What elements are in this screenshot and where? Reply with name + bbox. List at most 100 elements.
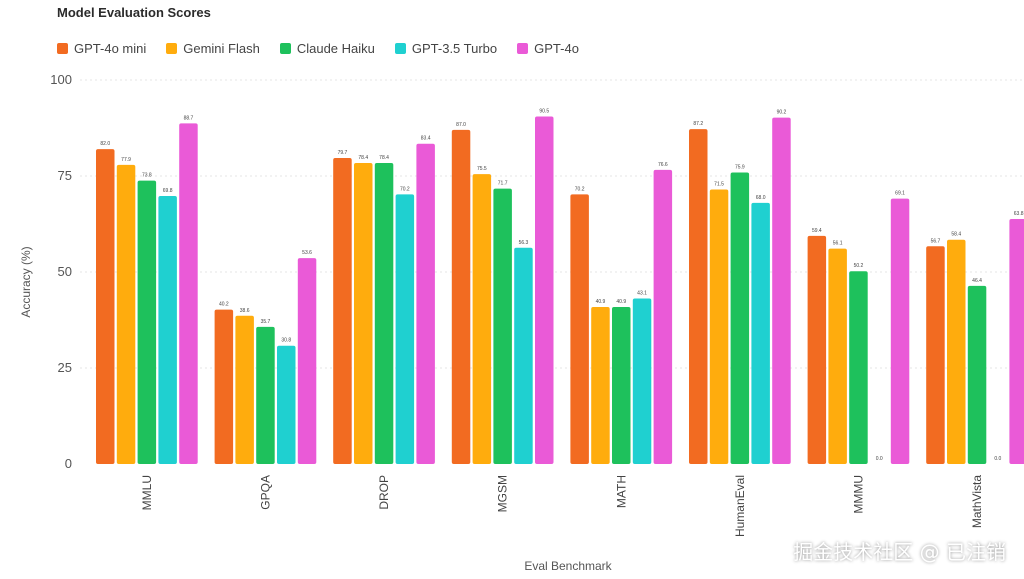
legend-item: GPT-3.5 Turbo — [394, 41, 498, 56]
bar — [849, 271, 868, 464]
x-tick-label: MMLU — [140, 475, 154, 510]
bar — [689, 129, 708, 465]
bar — [591, 306, 610, 464]
bar — [179, 123, 198, 464]
bar — [653, 169, 673, 464]
data-label: 56.1 — [833, 241, 843, 247]
bar — [297, 258, 317, 464]
x-tick-label: MathVista — [970, 475, 984, 528]
data-label: 82.0 — [100, 141, 110, 147]
data-label: 76.6 — [658, 162, 668, 168]
legend-swatch — [517, 43, 529, 54]
data-label: 75.5 — [477, 166, 487, 172]
legend-label: GPT-4o mini — [74, 41, 147, 56]
data-label: 75.9 — [735, 165, 745, 171]
bar — [535, 116, 554, 464]
data-label: 40.2 — [219, 302, 229, 308]
x-tick-label: DROP — [377, 475, 391, 510]
data-label: 0.0 — [994, 456, 1001, 462]
data-label: 63.8 — [1014, 211, 1024, 217]
bar — [158, 195, 177, 464]
bar — [890, 198, 910, 464]
bar — [116, 164, 136, 464]
data-label: 70.2 — [575, 186, 585, 192]
data-label: 35.7 — [261, 319, 271, 325]
data-label: 50.2 — [854, 263, 864, 269]
bar — [235, 315, 254, 464]
bar — [730, 172, 750, 464]
y-axis-label: Accuracy (%) — [19, 246, 33, 317]
bar — [451, 129, 471, 465]
data-label: 71.5 — [714, 181, 724, 187]
data-label: 56.7 — [931, 238, 941, 244]
legend-label: GPT-3.5 Turbo — [411, 41, 498, 56]
data-label: 53.6 — [302, 250, 312, 256]
legend-swatch — [166, 43, 178, 54]
data-label: 70.2 — [400, 186, 410, 192]
data-label: 38.6 — [240, 308, 250, 314]
legend-item: GPT-4o mini — [57, 41, 146, 56]
data-label: 77.9 — [121, 157, 131, 163]
data-label: 90.5 — [539, 108, 549, 114]
legend-swatch — [57, 43, 68, 54]
legend-label: Gemini Flash — [183, 41, 260, 56]
data-label: 78.4 — [358, 155, 368, 161]
bar — [570, 194, 589, 464]
bar — [947, 239, 966, 464]
y-tick-label: 100 — [50, 72, 72, 87]
y-tick-label: 25 — [58, 360, 72, 375]
legend-item: Claude Haiku — [279, 41, 375, 56]
bar — [772, 117, 791, 464]
bar — [374, 162, 394, 464]
data-label: 30.8 — [281, 338, 291, 344]
data-label: 56.3 — [519, 240, 529, 246]
legend-swatch — [394, 43, 406, 54]
x-tick-label: HumanEval — [733, 475, 747, 537]
data-label: 46.4 — [972, 278, 982, 284]
bar — [926, 246, 945, 464]
bar — [514, 247, 533, 464]
legend: GPT-4o mini Gemini Flash Claude Haiku GPT-3… — [57, 41, 579, 56]
data-label: 87.2 — [693, 121, 703, 127]
data-label: 71.7 — [498, 181, 508, 187]
bar — [612, 306, 631, 464]
x-axis-label: Eval Benchmark — [524, 559, 612, 573]
legend-item: GPT-4o — [517, 41, 579, 56]
data-label: 68.0 — [756, 195, 766, 201]
y-tick-label: 75 — [58, 168, 72, 183]
data-label: 69.8 — [163, 188, 173, 194]
data-label: 59.4 — [812, 228, 822, 234]
data-label: 69.1 — [895, 191, 905, 197]
y-tick-label: 0 — [65, 456, 72, 471]
data-label: 43.1 — [637, 290, 647, 296]
legend-swatch — [279, 43, 291, 54]
data-label: 78.4 — [379, 155, 389, 161]
legend-item: Gemini Flash — [166, 41, 260, 56]
bar — [1009, 219, 1024, 464]
bar — [967, 285, 987, 464]
legend-label: Claude Haiku — [296, 41, 375, 56]
chart-title: Model Evaluation Scores — [57, 5, 211, 20]
x-tick-label: MGSM — [496, 475, 510, 512]
bar — [277, 345, 296, 464]
data-label: 73.8 — [142, 173, 152, 179]
x-tick-label: GPQA — [258, 475, 272, 510]
bar — [493, 188, 512, 464]
x-tick-label: MATH — [614, 475, 628, 508]
bar — [354, 162, 373, 464]
bar — [632, 298, 652, 464]
data-label: 40.9 — [596, 299, 606, 305]
data-label: 0.0 — [876, 456, 883, 462]
data-label: 40.9 — [616, 299, 626, 305]
data-label: 90.2 — [777, 110, 787, 116]
bar — [709, 189, 729, 464]
bar — [214, 309, 234, 464]
data-label: 88.7 — [184, 115, 194, 121]
data-label: 79.7 — [338, 150, 348, 156]
x-tick-label: MMMU — [851, 475, 865, 514]
bar — [828, 248, 847, 464]
bar — [395, 194, 415, 464]
watermark: 掘金技术社区 @ 已注销 — [793, 540, 1006, 564]
bar — [96, 149, 115, 464]
bar — [472, 174, 492, 464]
